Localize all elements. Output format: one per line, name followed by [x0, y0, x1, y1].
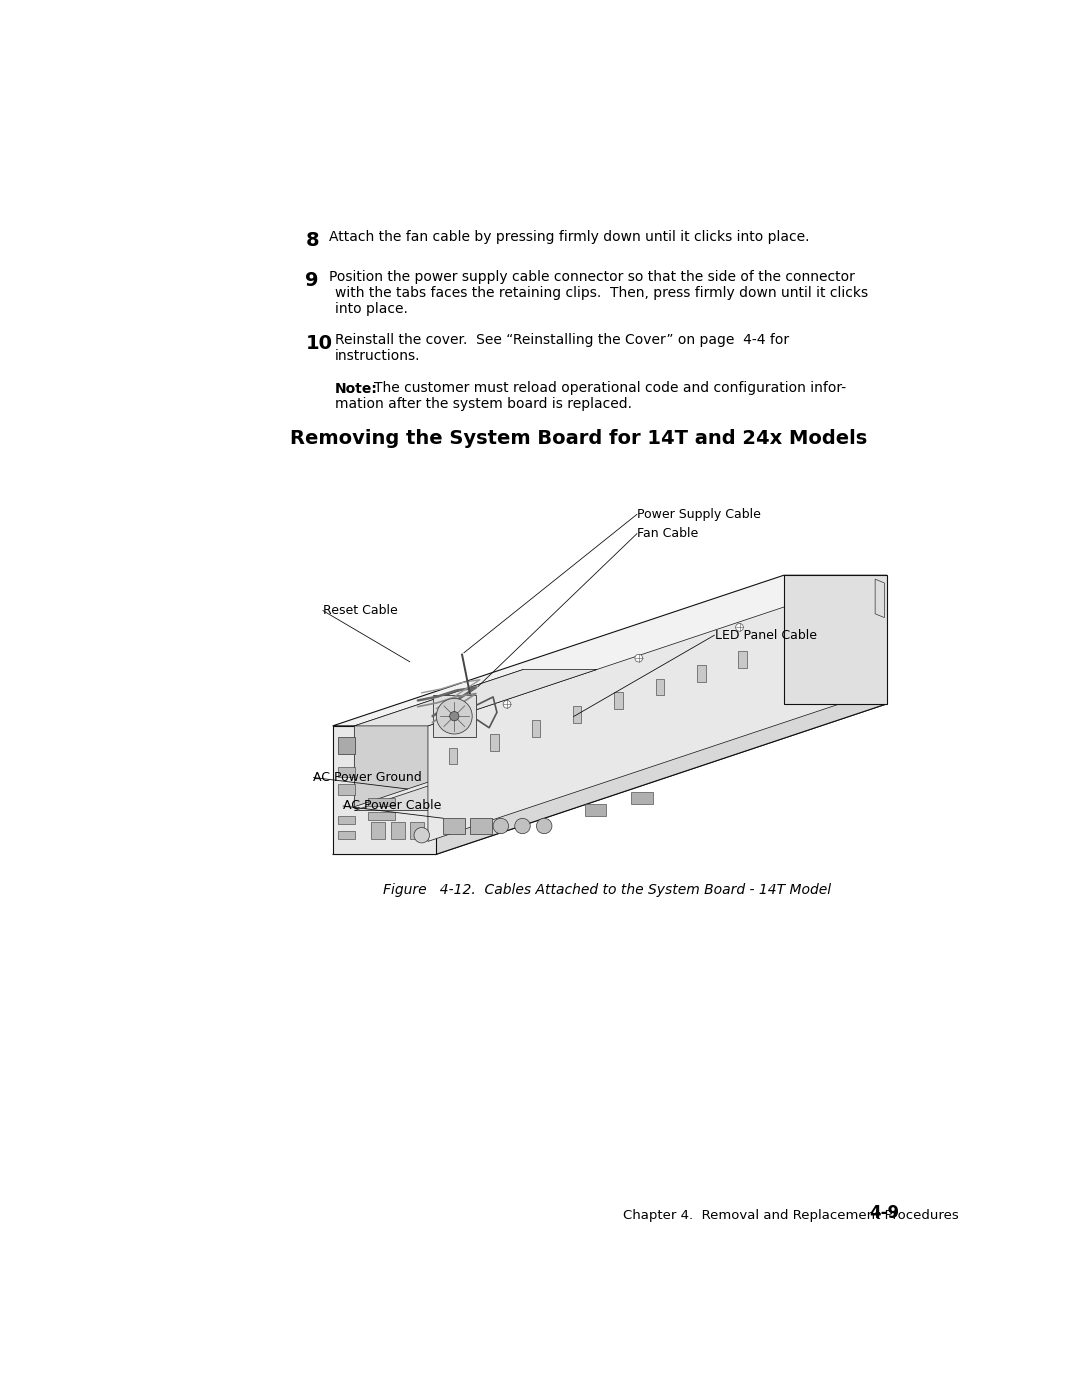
Bar	[338, 767, 355, 778]
Polygon shape	[428, 588, 841, 841]
Bar	[531, 719, 540, 736]
Polygon shape	[875, 580, 885, 617]
Bar	[338, 831, 355, 840]
Text: 9: 9	[306, 271, 319, 289]
Text: The customer must reload operational code and configuration infor-: The customer must reload operational cod…	[374, 381, 846, 395]
Text: mation after the system board is replaced.: mation after the system board is replace…	[335, 397, 632, 411]
Text: Power Supply Cable: Power Supply Cable	[637, 507, 761, 521]
Text: Attach the fan cable by pressing firmly down until it clicks into place.: Attach the fan cable by pressing firmly …	[328, 231, 809, 244]
Circle shape	[537, 819, 552, 834]
Circle shape	[449, 711, 459, 721]
Polygon shape	[354, 669, 597, 726]
Bar	[470, 819, 491, 834]
Polygon shape	[333, 704, 887, 855]
Bar	[573, 705, 581, 724]
Bar	[338, 816, 355, 824]
Bar	[490, 733, 499, 750]
Circle shape	[494, 819, 509, 834]
Text: Figure   4-12.  Cables Attached to the System Board - 14T Model: Figure 4-12. Cables Attached to the Syst…	[383, 883, 832, 897]
Bar	[449, 747, 458, 764]
Bar	[697, 665, 705, 682]
Bar	[372, 823, 386, 840]
Text: Chapter 4.  Removal and Replacement Procedures: Chapter 4. Removal and Replacement Proce…	[623, 1208, 959, 1222]
Text: AC Power Cable: AC Power Cable	[342, 799, 441, 813]
Polygon shape	[333, 576, 887, 726]
Text: Fan Cable: Fan Cable	[637, 527, 699, 539]
Circle shape	[436, 698, 472, 733]
Text: LED Panel Cable: LED Panel Cable	[715, 629, 816, 641]
Bar	[656, 679, 664, 696]
FancyBboxPatch shape	[338, 738, 355, 754]
Circle shape	[515, 819, 530, 834]
Text: 10: 10	[306, 334, 333, 353]
Text: instructions.: instructions.	[335, 349, 420, 363]
Bar	[615, 693, 623, 710]
Bar	[410, 823, 424, 840]
Bar	[391, 823, 405, 840]
Circle shape	[503, 700, 511, 708]
Polygon shape	[354, 754, 597, 810]
Bar	[584, 803, 606, 816]
Bar	[631, 792, 652, 805]
Bar	[338, 784, 355, 795]
Bar	[739, 651, 747, 668]
Polygon shape	[354, 669, 524, 806]
Circle shape	[635, 654, 643, 662]
Polygon shape	[784, 576, 887, 704]
Text: Reset Cable: Reset Cable	[323, 604, 397, 617]
Text: Removing the System Board for 14T and 24x Models: Removing the System Board for 14T and 24…	[291, 429, 867, 448]
Circle shape	[414, 827, 430, 842]
Polygon shape	[333, 726, 435, 855]
Text: into place.: into place.	[335, 303, 408, 317]
Bar	[367, 798, 394, 806]
Text: 8: 8	[306, 231, 319, 250]
Bar	[367, 812, 394, 820]
Bar	[444, 819, 465, 834]
Text: 4-9: 4-9	[869, 1204, 900, 1222]
Polygon shape	[435, 576, 887, 855]
Text: Position the power supply cable connector so that the side of the connector: Position the power supply cable connecto…	[328, 270, 854, 284]
Text: Reinstall the cover.  See “Reinstalling the Cover” on page  4-4 for: Reinstall the cover. See “Reinstalling t…	[335, 334, 789, 348]
Text: AC Power Ground: AC Power Ground	[313, 771, 422, 784]
Bar	[433, 696, 475, 738]
Text: with the tabs faces the retaining clips.  Then, press firmly down until it click: with the tabs faces the retaining clips.…	[335, 286, 868, 300]
Circle shape	[735, 623, 743, 631]
Text: Note:: Note:	[335, 381, 378, 395]
